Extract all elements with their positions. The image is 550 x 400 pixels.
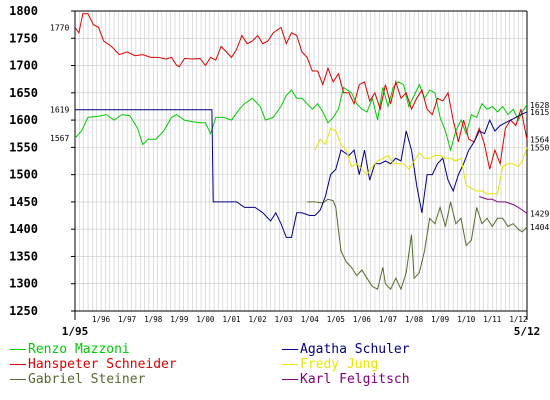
legend-swatch xyxy=(10,364,26,365)
x-tick-label: 1/08 xyxy=(405,315,424,324)
series-lines xyxy=(74,13,528,291)
legend-label: Hanspeter Schneider xyxy=(28,357,177,372)
legend-swatch xyxy=(282,364,298,365)
y-tick-label: 1350 xyxy=(9,249,38,263)
x-tick-label: 1/04 xyxy=(301,315,320,324)
x-tick-label: 1/12 xyxy=(509,315,527,324)
legend-swatch xyxy=(10,379,26,380)
y-tick-label: 1700 xyxy=(9,59,38,73)
y-tick-label: 1750 xyxy=(9,31,38,45)
labels: 1250 1300 1350 1400 1450 1500 1550 1600 1650 1700… xyxy=(9,4,549,338)
legend-item: Hanspeter Schneider xyxy=(0,357,177,372)
legend-item: Renzo Mazzoni xyxy=(0,342,130,357)
x-tick-label: 1/09 xyxy=(431,315,449,324)
x-tick-label: 1/06 xyxy=(353,315,372,324)
legend-swatch xyxy=(282,379,298,380)
x-tick-label: 1/05 xyxy=(327,315,345,324)
legend: Renzo Mazzoni Hanspeter Schneider Gabriel … xyxy=(0,342,550,398)
legend-label: Agatha Schuler xyxy=(300,342,410,357)
x-tick-label: 1/02 xyxy=(249,315,267,324)
axes xyxy=(71,10,528,320)
series-end-label: 1404 xyxy=(530,223,549,232)
x-tick-label: 1/96 xyxy=(92,315,111,324)
series-line-karl-felgitsch xyxy=(479,196,528,214)
x-tick-label: 1/11 xyxy=(483,315,501,324)
y-tick-label: 1600 xyxy=(9,113,38,127)
y-tick-label: 1250 xyxy=(9,304,38,318)
y-tick-label: 1300 xyxy=(9,277,38,291)
y-tick-label: 1400 xyxy=(9,222,38,236)
x-tick-label: 1/07 xyxy=(379,315,397,324)
legend-label: Karl Felgitsch xyxy=(300,372,410,387)
legend-item: Fredy Jung xyxy=(272,357,378,372)
legend-label: Fredy Jung xyxy=(300,357,379,372)
legend-item: Agatha Schuler xyxy=(272,342,410,357)
series-line-fredy-jung xyxy=(314,127,528,195)
series-start-label: 1619 xyxy=(50,106,69,115)
series-line-agatha-schuler xyxy=(75,109,528,238)
y-tick-label: 1650 xyxy=(9,86,38,100)
x-tick-label: 1/98 xyxy=(144,315,163,324)
grid xyxy=(75,10,527,312)
legend-label: Renzo Mazzoni xyxy=(28,342,130,357)
series-start-label: 1567 xyxy=(50,134,69,143)
series-end-label: 1628 xyxy=(530,101,549,110)
line-chart: 1250 1300 1350 1400 1450 1500 1550 1600 1650 1700… xyxy=(9,4,549,338)
x-tick-label: 1/01 xyxy=(222,315,240,324)
legend-swatch xyxy=(282,349,298,350)
y-tick-label: 1450 xyxy=(9,195,38,209)
x-tick-label: 1/00 xyxy=(196,315,215,324)
series-end-label: 1429 xyxy=(530,209,549,218)
series-end-label: 1615 xyxy=(530,108,549,117)
x-tick-label: 1/99 xyxy=(170,315,188,324)
x-tick-label: 1/03 xyxy=(275,315,293,324)
y-tick-label: 1550 xyxy=(9,140,38,154)
legend-item: Gabriel Steiner xyxy=(0,372,145,387)
x-end-label: 5/12 xyxy=(514,325,541,338)
legend-item: Karl Felgitsch xyxy=(272,372,410,387)
legend-label: Gabriel Steiner xyxy=(28,372,146,387)
series-start-label: 1770 xyxy=(50,23,69,32)
x-start-label: 1/95 xyxy=(62,325,89,338)
y-tick-label: 1800 xyxy=(9,4,38,18)
series-line-hanspeter-schneider xyxy=(74,13,528,170)
series-line-gabriel-steiner xyxy=(307,198,528,291)
series-end-label: 1564 xyxy=(530,136,549,145)
y-tick-label: 1500 xyxy=(9,168,38,182)
series-end-label: 1550 xyxy=(530,143,549,152)
x-tick-label: 1/10 xyxy=(457,315,476,324)
x-tick-label: 1/97 xyxy=(118,315,136,324)
legend-swatch xyxy=(10,349,26,350)
